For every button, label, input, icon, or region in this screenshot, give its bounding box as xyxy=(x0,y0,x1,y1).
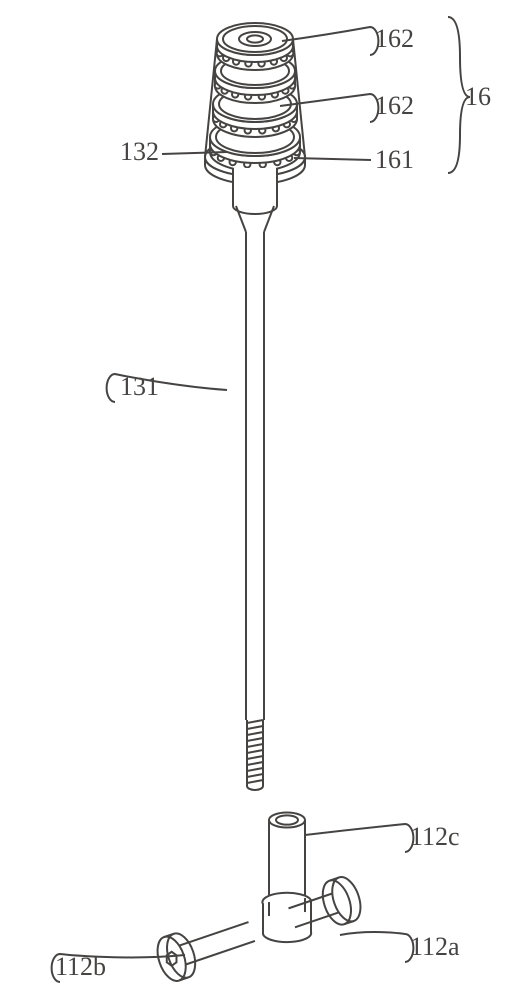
label-112c: 112c xyxy=(410,822,460,851)
shaft xyxy=(233,168,277,790)
svg-text:112b: 112b xyxy=(55,952,106,981)
svg-text:132: 132 xyxy=(120,137,159,166)
label-162: 162 xyxy=(375,24,414,53)
top-assembly xyxy=(205,23,305,184)
label-162: 162 xyxy=(375,91,414,120)
lower-assembly xyxy=(152,812,366,984)
svg-text:131: 131 xyxy=(120,372,159,401)
label-112a: 112a xyxy=(410,932,460,961)
svg-text:161: 161 xyxy=(375,145,414,174)
svg-text:16: 16 xyxy=(465,82,491,111)
